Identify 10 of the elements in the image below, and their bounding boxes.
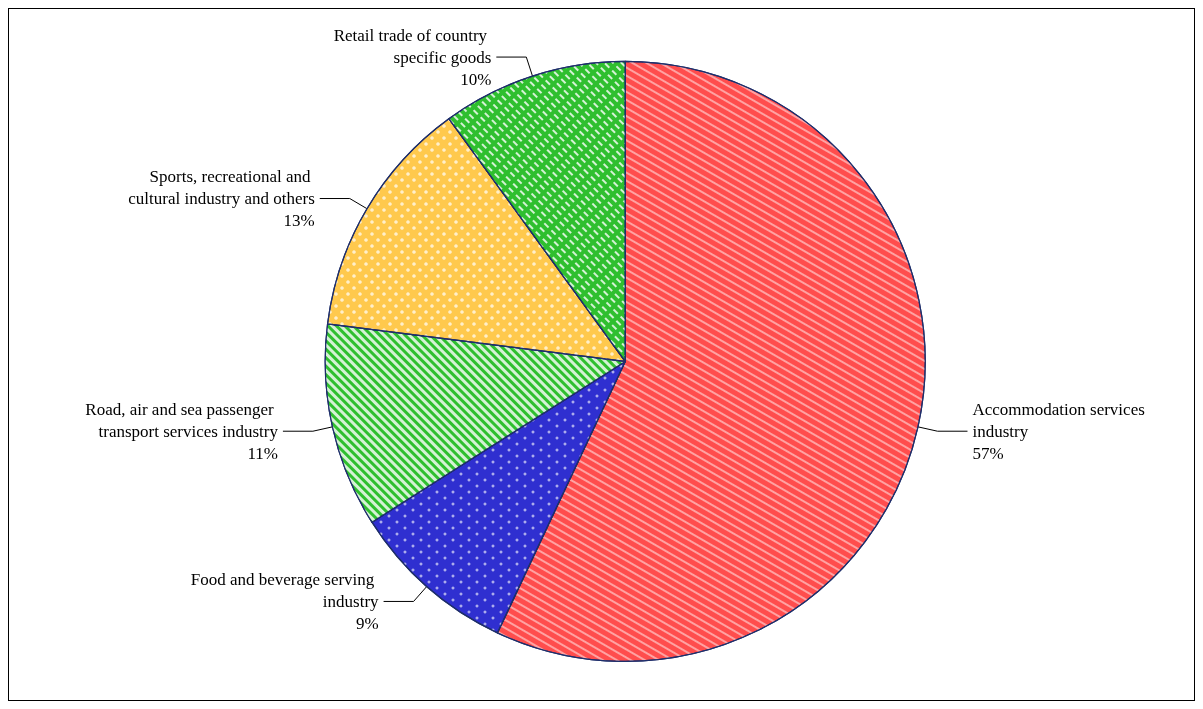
data-label: 13%	[283, 211, 315, 231]
data-label: 57%	[972, 443, 1004, 463]
slice-label: Retail trade of country specific goods	[333, 25, 492, 67]
slice-label: Sports, recreational and cultural industry and others	[128, 167, 315, 209]
slice-label: Road, air and sea passenger transport services industry	[85, 399, 279, 441]
data-label: 11%	[247, 443, 278, 463]
slice-label: Food and beverage serving industry	[190, 569, 380, 611]
data-label: 10%	[460, 69, 492, 89]
slice-label: Accommodation services industry	[972, 399, 1150, 441]
data-label: 9%	[355, 613, 379, 633]
